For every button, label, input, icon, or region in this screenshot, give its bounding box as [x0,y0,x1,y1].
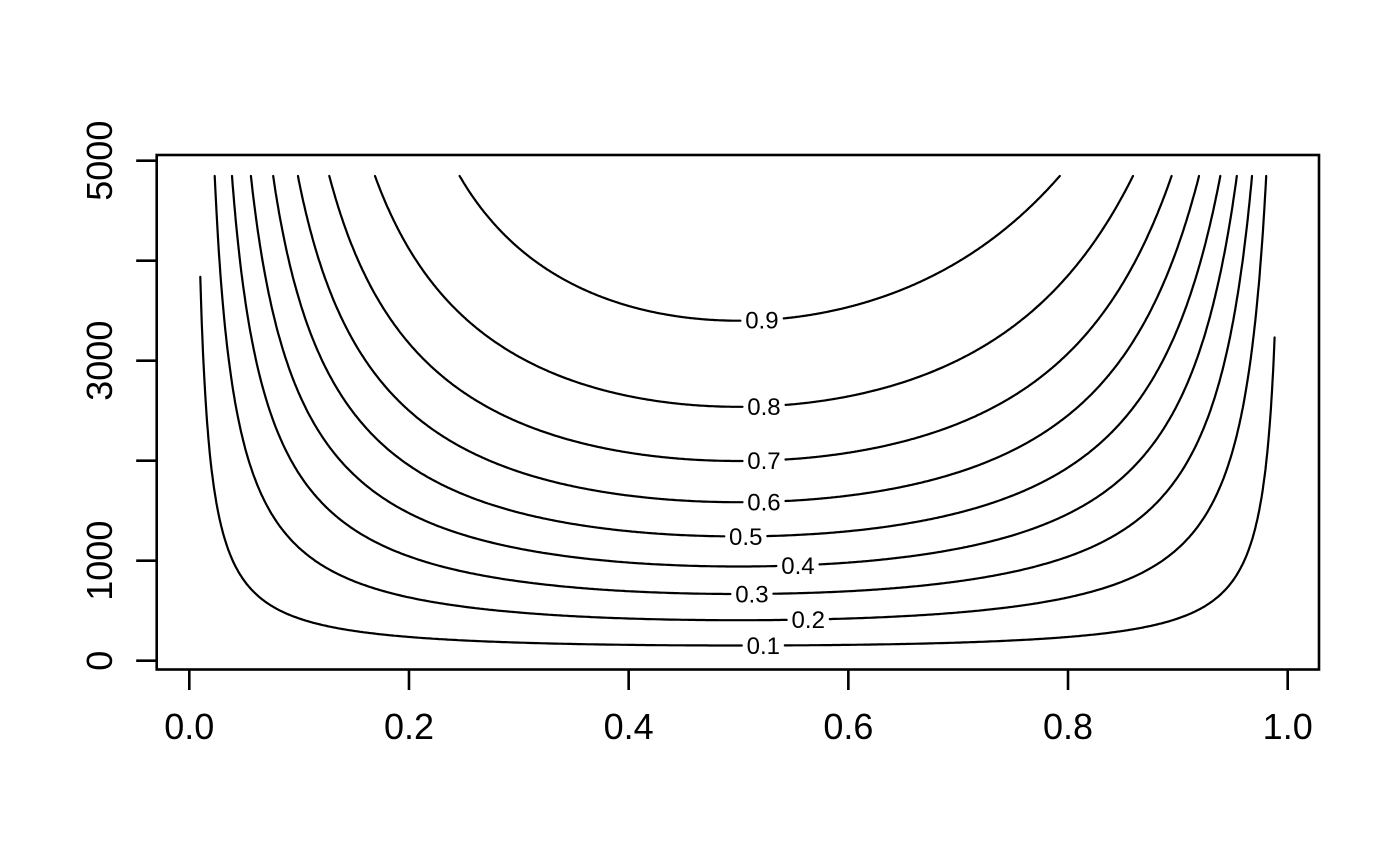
contour-line-0.3 [230,174,1254,596]
x-tick-label: 0.4 [604,706,654,747]
contour-label-0.7: 0.7 [747,448,780,475]
y-tick-label: 3000 [79,321,120,401]
x-tick-label: 0.6 [823,706,873,747]
contour-label-0.5: 0.5 [729,524,762,551]
x-tick-label: 0.2 [384,706,434,747]
x-tick-label: 1.0 [1263,706,1313,747]
plot-box-border [155,153,1321,671]
x-tick-label: 0.0 [164,706,214,747]
contour-labels: 0.1 0.2 0.3 0.4 0.5 0.6 0.7 0.8 0.9 [729,308,825,660]
contour-label-0.3: 0.3 [735,581,768,608]
contour-label-0.8: 0.8 [747,394,780,421]
contour-line-0.8 [373,174,1135,408]
y-axis: 0 1000 3000 5000 [79,121,157,671]
contour-line-0.4 [249,174,1238,568]
contour-label-0.4: 0.4 [781,553,814,580]
contour-line-0.1 [199,275,1276,647]
contour-line-0.2 [213,174,1268,622]
y-tick-label: 0 [79,651,120,671]
contour-label-0.9: 0.9 [745,308,778,335]
contour-label-0.6: 0.6 [747,489,780,516]
contour-label-0.2: 0.2 [792,607,825,634]
plot-box [155,153,1321,671]
y-tick-label: 5000 [79,121,120,201]
contour-line-0.6 [296,174,1201,504]
contour-line-0.9 [458,174,1061,322]
contour-lines [199,174,1276,647]
y-tick-label: 1000 [79,521,120,601]
x-tick-label: 0.8 [1043,706,1093,747]
x-axis: 0.0 0.2 0.4 0.6 0.8 1.0 [164,669,1313,747]
contour-line-0.5 [272,174,1222,538]
contour-label-0.1: 0.1 [747,633,780,660]
contour-line-0.7 [328,174,1173,463]
